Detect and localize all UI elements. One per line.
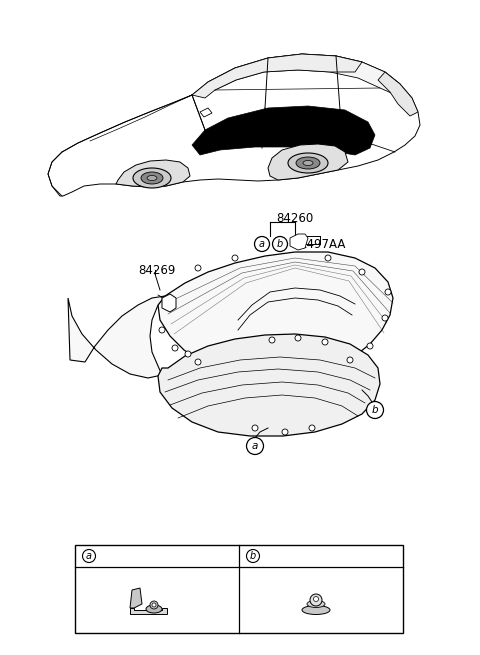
Circle shape — [195, 265, 201, 271]
Polygon shape — [268, 144, 348, 180]
Ellipse shape — [146, 605, 162, 613]
Polygon shape — [162, 294, 176, 312]
Circle shape — [232, 255, 238, 261]
Circle shape — [310, 594, 322, 606]
Text: 84277: 84277 — [99, 550, 136, 563]
Text: 1497AA: 1497AA — [300, 238, 347, 250]
Ellipse shape — [147, 176, 157, 181]
Circle shape — [295, 335, 301, 341]
Circle shape — [83, 550, 96, 563]
Text: b: b — [250, 551, 256, 561]
Text: a: a — [86, 551, 92, 561]
Circle shape — [185, 351, 191, 357]
Circle shape — [195, 359, 201, 365]
Text: b: b — [372, 405, 378, 415]
Polygon shape — [158, 334, 380, 436]
Text: 84260: 84260 — [276, 212, 313, 225]
Circle shape — [322, 339, 328, 345]
Text: b: b — [277, 239, 283, 249]
Polygon shape — [68, 296, 165, 378]
Circle shape — [309, 425, 315, 431]
Circle shape — [172, 345, 178, 351]
Polygon shape — [290, 234, 308, 250]
Text: a: a — [252, 441, 258, 451]
Circle shape — [247, 438, 264, 455]
Text: a: a — [259, 239, 265, 249]
Circle shape — [382, 315, 388, 321]
Polygon shape — [192, 106, 375, 155]
Circle shape — [367, 343, 373, 349]
Circle shape — [269, 337, 275, 343]
Circle shape — [347, 357, 353, 363]
Polygon shape — [116, 160, 190, 187]
Circle shape — [367, 402, 384, 419]
Ellipse shape — [288, 153, 328, 173]
Circle shape — [159, 327, 165, 333]
Circle shape — [150, 601, 158, 609]
Circle shape — [247, 550, 260, 563]
Text: 84277W: 84277W — [263, 550, 312, 563]
Circle shape — [152, 603, 156, 607]
Circle shape — [385, 289, 391, 295]
Circle shape — [313, 597, 319, 601]
Bar — [75, 545, 403, 633]
Polygon shape — [48, 54, 420, 196]
Ellipse shape — [302, 605, 330, 614]
Polygon shape — [192, 54, 362, 98]
Ellipse shape — [296, 157, 320, 169]
Polygon shape — [130, 588, 142, 608]
Polygon shape — [158, 252, 393, 376]
Ellipse shape — [307, 601, 325, 607]
Polygon shape — [130, 608, 167, 614]
Circle shape — [282, 429, 288, 435]
Polygon shape — [200, 108, 212, 117]
Ellipse shape — [303, 160, 313, 166]
Circle shape — [325, 255, 331, 261]
Ellipse shape — [141, 172, 163, 184]
Circle shape — [254, 236, 269, 252]
Polygon shape — [208, 54, 400, 96]
Circle shape — [359, 269, 365, 275]
Circle shape — [273, 236, 288, 252]
Ellipse shape — [133, 168, 171, 188]
Polygon shape — [378, 72, 418, 116]
Circle shape — [252, 425, 258, 431]
Text: 84269: 84269 — [138, 263, 175, 276]
